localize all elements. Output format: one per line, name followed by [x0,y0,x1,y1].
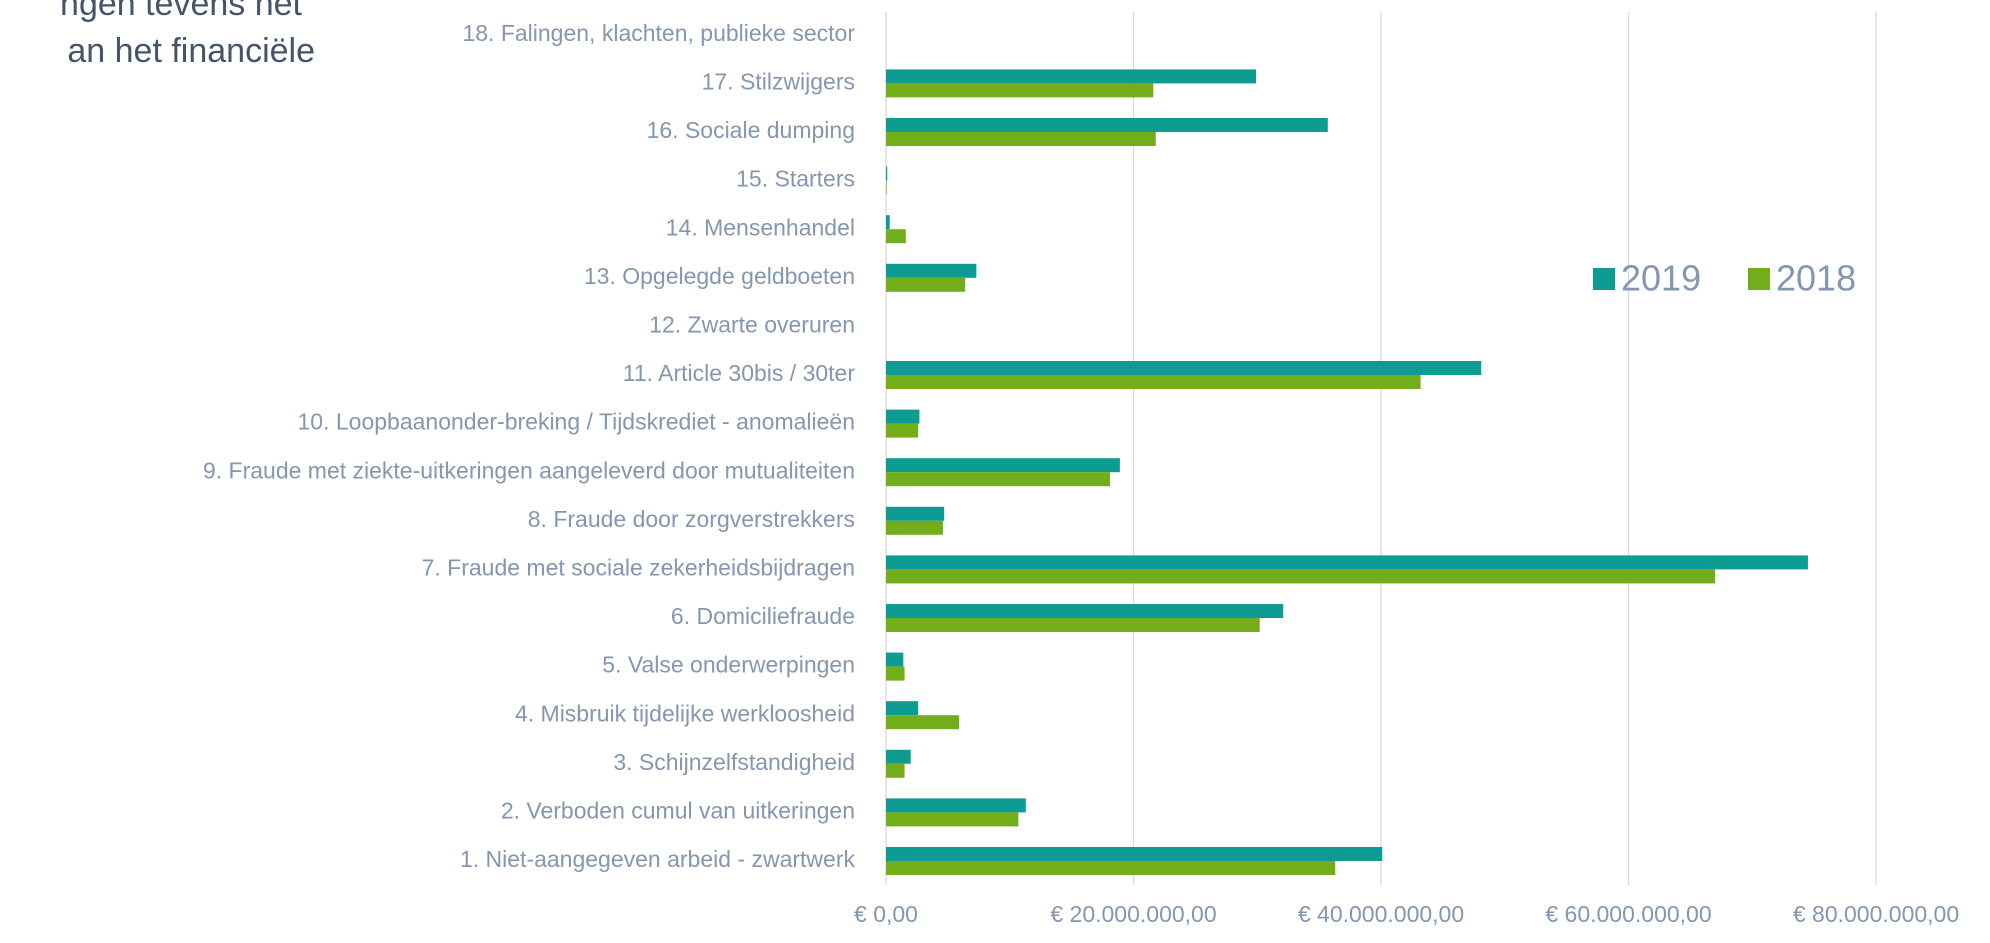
category-label: 13. Opgelegde geldboeten [584,263,855,289]
x-tick-label: € 20.000.000,00 [1050,901,1216,927]
category-label: 16. Sociale dumping [647,117,855,143]
bar [886,715,960,730]
bar [886,666,905,681]
x-tick-label: € 40.000.000,00 [1298,901,1464,927]
bar [886,472,1110,487]
bar [886,118,1328,132]
bar [886,618,1260,632]
category-label: 2. Verboden cumul van uitkeringen [501,797,855,823]
category-label: 17. Stilzwijgers [702,68,855,94]
category-label: 6. Domiciliefraude [671,603,855,629]
bar [886,180,887,195]
category-label: 7. Fraude met sociale zekerheidsbijdrage… [422,554,855,580]
bar [886,215,890,230]
bar [886,83,1154,98]
bar [886,458,1120,473]
legend-swatch [1748,268,1770,290]
legend-swatch [1593,268,1615,290]
bar [886,520,943,535]
x-tick-label: € 0,00 [854,901,918,927]
bar [886,763,905,778]
bar [886,569,1716,584]
bar [886,604,1284,618]
bar [886,506,945,521]
bar [886,423,919,438]
x-tick-label: € 60.000.000,00 [1545,901,1711,927]
bar [886,361,1482,375]
legend-label: 2018 [1776,258,1856,299]
bar [886,409,920,424]
annotation: an het financiële [67,32,315,70]
category-label: 14. Mensenhandel [666,214,855,240]
bar [886,132,1156,146]
category-label: 8. Fraude door zorgverstrekkers [528,506,855,532]
category-label: 3. Schijnzelfstandigheid [613,749,855,775]
bar [886,263,977,278]
category-label: 1. Niet-aangegeven arbeid - zwartwerk [460,846,856,872]
legend-label: 2019 [1621,258,1701,299]
bar [886,749,911,764]
annotation: ngen tevens het [60,0,303,23]
bar [886,847,1383,861]
bar [886,652,904,667]
bar [886,69,1257,84]
category-label: 9. Fraude met ziekte-uitkeringen aangele… [203,457,855,483]
bar [886,166,888,181]
bar [886,812,1019,827]
bar [886,555,1808,570]
x-tick-label: € 80.000.000,00 [1793,901,1959,927]
bar [886,798,1026,813]
category-label: 4. Misbruik tijdelijke werkloosheid [515,700,855,726]
bar [886,701,919,716]
category-label: 5. Valse onderwerpingen [602,652,855,678]
category-label: 12. Zwarte overuren [649,311,855,337]
category-label: 11. Article 30bis / 30ter [623,360,856,386]
bar [886,229,906,244]
bar [886,277,966,292]
category-label: 18. Falingen, klachten, publieke sector [462,20,855,46]
category-label: 10. Loopbaanonder-breking / Tijdskrediet… [298,409,855,435]
bar [886,861,1336,875]
bar [886,375,1421,389]
category-label: 15. Starters [736,166,855,192]
